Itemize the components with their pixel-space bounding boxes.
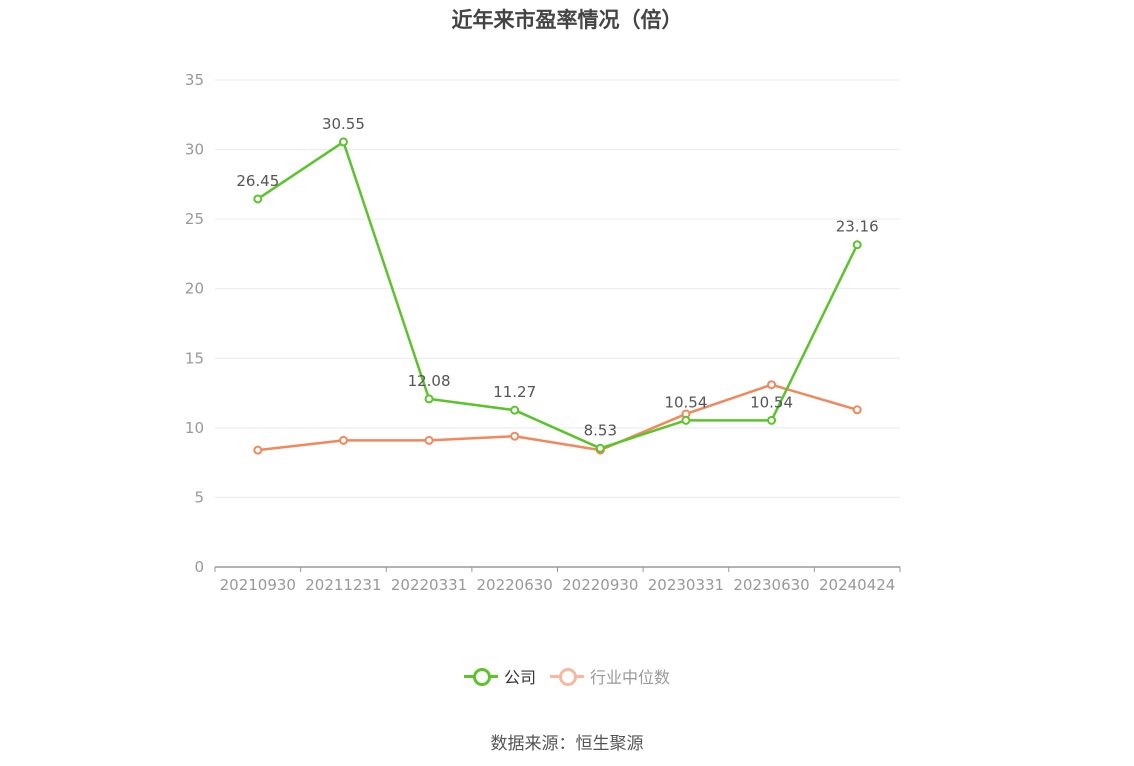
- y-tick-label: 20: [185, 280, 204, 298]
- company-data-label: 11.27: [493, 383, 536, 401]
- company-data-label: 23.16: [836, 218, 879, 236]
- legend-company-marker-icon: [463, 666, 498, 686]
- x-tick-label: 20220930: [562, 576, 638, 594]
- axis-layer: 0 5 10 15 20 25 30 35 20210930 20211231 20220331 20…: [185, 71, 901, 594]
- legend-item-industry[interactable]: 行业中位数: [550, 664, 670, 688]
- legend: 公司 行业中位数: [0, 664, 1134, 688]
- y-tick-label: 35: [185, 71, 204, 89]
- industry-point: [510, 431, 520, 441]
- x-tick-label: 20210930: [220, 576, 296, 594]
- y-tick-label: 10: [185, 419, 204, 437]
- series-layer: [253, 137, 862, 455]
- company-point: [767, 415, 777, 425]
- y-tick-label: 25: [185, 210, 204, 228]
- chart-title: 近年来市盈率情况（倍）: [451, 8, 683, 32]
- company-point: [852, 240, 862, 250]
- grid-layer: [215, 79, 900, 498]
- x-tick-label: 20211231: [305, 576, 381, 594]
- legend-industry-label: 行业中位数: [590, 668, 671, 687]
- industry-point: [253, 445, 263, 455]
- x-tick-label: 20240424: [819, 576, 895, 594]
- company-data-label: 26.45: [236, 172, 279, 190]
- company-point: [510, 405, 520, 415]
- x-tick-label: 20230331: [648, 576, 724, 594]
- company-data-label: 10.54: [664, 393, 707, 411]
- x-tick-label: 20230630: [733, 576, 809, 594]
- x-tick-label: 20220331: [391, 576, 467, 594]
- legend-item-company[interactable]: 公司: [463, 664, 536, 688]
- y-tick-label: 30: [185, 141, 204, 159]
- legend-company-label: 公司: [503, 668, 536, 687]
- y-tick-label: 15: [185, 349, 204, 367]
- company-data-label: 10.54: [750, 393, 793, 411]
- industry-point: [424, 435, 434, 445]
- data-label-layer: 26.45 30.55 12.08 11.27 8.53 10.54 10.54 23.16: [236, 115, 878, 439]
- company-data-label: 12.08: [408, 372, 451, 390]
- industry-point: [338, 435, 348, 445]
- company-point: [338, 137, 348, 147]
- data-source: 数据来源：恒生聚源: [490, 734, 644, 754]
- company-point: [595, 443, 605, 453]
- legend-industry-marker-icon: [550, 666, 584, 686]
- company-point: [681, 415, 691, 425]
- company-point: [253, 194, 263, 204]
- y-tick-label: 5: [194, 488, 204, 506]
- x-tick-label: 20220630: [477, 576, 553, 594]
- company-point: [424, 394, 434, 404]
- industry-series-line: [257, 383, 858, 452]
- company-data-label: 30.55: [322, 115, 365, 133]
- company-series-line: [257, 140, 859, 450]
- industry-point: [767, 380, 777, 390]
- y-tick-label: 0: [194, 558, 204, 576]
- industry-point: [852, 405, 862, 415]
- company-data-label: 8.53: [584, 421, 617, 439]
